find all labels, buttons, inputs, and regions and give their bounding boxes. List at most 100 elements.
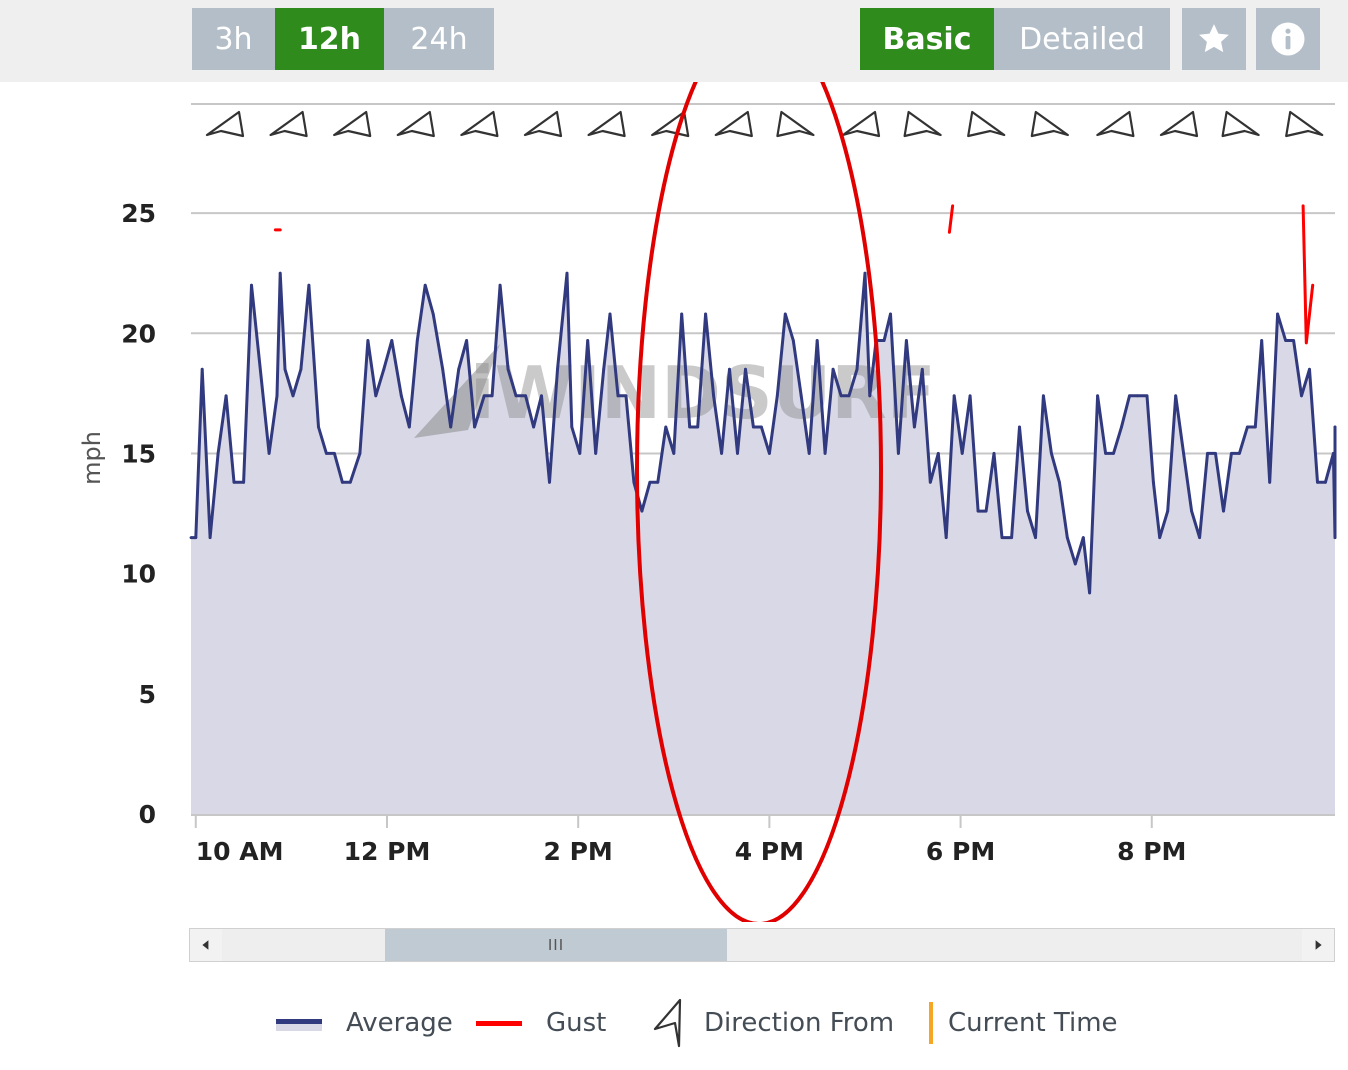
- average-point: [672, 452, 676, 455]
- average-point: [594, 452, 598, 455]
- average-point: [299, 367, 303, 371]
- average-point: [897, 452, 900, 455]
- average-point: [275, 394, 279, 398]
- arrow-right-icon: [1315, 940, 1322, 950]
- average-point: [1096, 394, 1099, 398]
- average-point: [760, 425, 763, 429]
- y-tick-label: 10: [121, 560, 156, 589]
- average-point: [632, 480, 636, 484]
- average-point: [1050, 452, 1053, 455]
- detailed-view-button[interactable]: Detailed: [994, 8, 1170, 70]
- average-point: [1174, 394, 1178, 398]
- average-point: [317, 425, 320, 429]
- average-point: [1253, 425, 1257, 429]
- x-tick-label: 4 PM: [735, 837, 804, 866]
- average-point: [936, 452, 940, 455]
- direction-arrow-icon: [1096, 110, 1135, 138]
- average-point: [984, 509, 988, 513]
- average-point: [1198, 536, 1201, 539]
- average-point: [1182, 452, 1185, 455]
- average-swatch: [276, 1019, 322, 1031]
- average-point: [556, 367, 559, 371]
- average-point: [457, 367, 461, 371]
- average-point: [752, 425, 755, 429]
- average-point: [1042, 394, 1045, 398]
- legend-gust[interactable]: Gust: [476, 1000, 606, 1046]
- legend-current-time[interactable]: Current Time: [928, 1000, 1118, 1046]
- average-point: [1214, 452, 1217, 455]
- average-point: [1230, 452, 1233, 455]
- scroll-left-button[interactable]: [190, 929, 222, 961]
- average-point: [216, 452, 220, 455]
- legend-gust-label: Gust: [546, 1008, 607, 1038]
- range-24h-button[interactable]: 24h: [384, 8, 494, 70]
- average-point: [1276, 312, 1279, 316]
- average-point: [640, 509, 644, 513]
- info-button[interactable]: [1256, 8, 1320, 70]
- direction-arrow-icon: [460, 110, 499, 138]
- chart-legend: Average Gust Direction From Current Time: [0, 998, 1348, 1048]
- average-point: [839, 394, 843, 398]
- direction-arrow-icon: [269, 110, 308, 138]
- average-point: [441, 367, 445, 371]
- average-point: [283, 367, 287, 371]
- average-point: [799, 394, 803, 398]
- average-point: [1081, 536, 1085, 539]
- x-tick-label: 8 PM: [1117, 837, 1186, 866]
- average-point: [602, 367, 606, 371]
- scroll-right-button[interactable]: [1302, 929, 1334, 961]
- average-point: [656, 480, 660, 484]
- average-point: [374, 394, 378, 398]
- average-point: [775, 394, 779, 398]
- average-point: [232, 480, 236, 484]
- legend-direction[interactable]: Direction From: [652, 998, 894, 1048]
- average-point: [532, 425, 535, 429]
- range-12h-button[interactable]: 12h: [275, 8, 384, 70]
- average-point: [1073, 562, 1077, 566]
- average-point: [1324, 480, 1327, 484]
- direction-arrow-icon: [1159, 110, 1199, 138]
- average-point: [944, 536, 948, 539]
- y-tick-label: 25: [121, 199, 156, 228]
- average-point: [224, 394, 228, 398]
- average-point: [1000, 536, 1004, 539]
- basic-view-button[interactable]: Basic: [860, 8, 994, 70]
- average-point: [624, 394, 628, 398]
- average-point: [1284, 339, 1287, 342]
- average-point: [952, 394, 956, 398]
- y-tick-label: 5: [139, 680, 156, 709]
- average-point: [1158, 536, 1162, 539]
- gust-swatch: [476, 1021, 522, 1026]
- info-icon: [1271, 22, 1305, 56]
- average-point: [882, 339, 886, 342]
- star-icon: [1199, 24, 1229, 53]
- scroll-thumb[interactable]: III: [385, 929, 727, 961]
- average-point: [250, 283, 253, 287]
- favorite-button[interactable]: [1182, 8, 1246, 70]
- average-point: [200, 367, 204, 371]
- time-scrollbar[interactable]: III: [189, 928, 1335, 962]
- direction-arrow-icon: [714, 110, 753, 138]
- direction-arrow-icon: [396, 110, 435, 138]
- average-point: [333, 452, 336, 455]
- average-point: [1152, 480, 1155, 484]
- average-point: [807, 452, 811, 455]
- legend-average[interactable]: Average: [276, 1000, 453, 1046]
- average-point: [465, 339, 468, 342]
- x-tick-label: 2 PM: [544, 837, 613, 866]
- average-point: [348, 480, 352, 484]
- average-point: [720, 452, 723, 455]
- average-point: [1206, 452, 1209, 455]
- range-3h-button[interactable]: 3h: [192, 8, 275, 70]
- average-point: [1316, 480, 1319, 484]
- average-point: [1190, 509, 1193, 513]
- average-point: [570, 425, 574, 429]
- average-point: [366, 339, 370, 342]
- view-mode-selector: Basic Detailed: [860, 8, 1170, 70]
- average-point: [1128, 394, 1131, 398]
- average-point: [242, 480, 246, 484]
- average-point: [1112, 452, 1115, 455]
- average-point: [831, 367, 835, 371]
- average-point: [868, 394, 872, 398]
- average-point: [1145, 394, 1149, 398]
